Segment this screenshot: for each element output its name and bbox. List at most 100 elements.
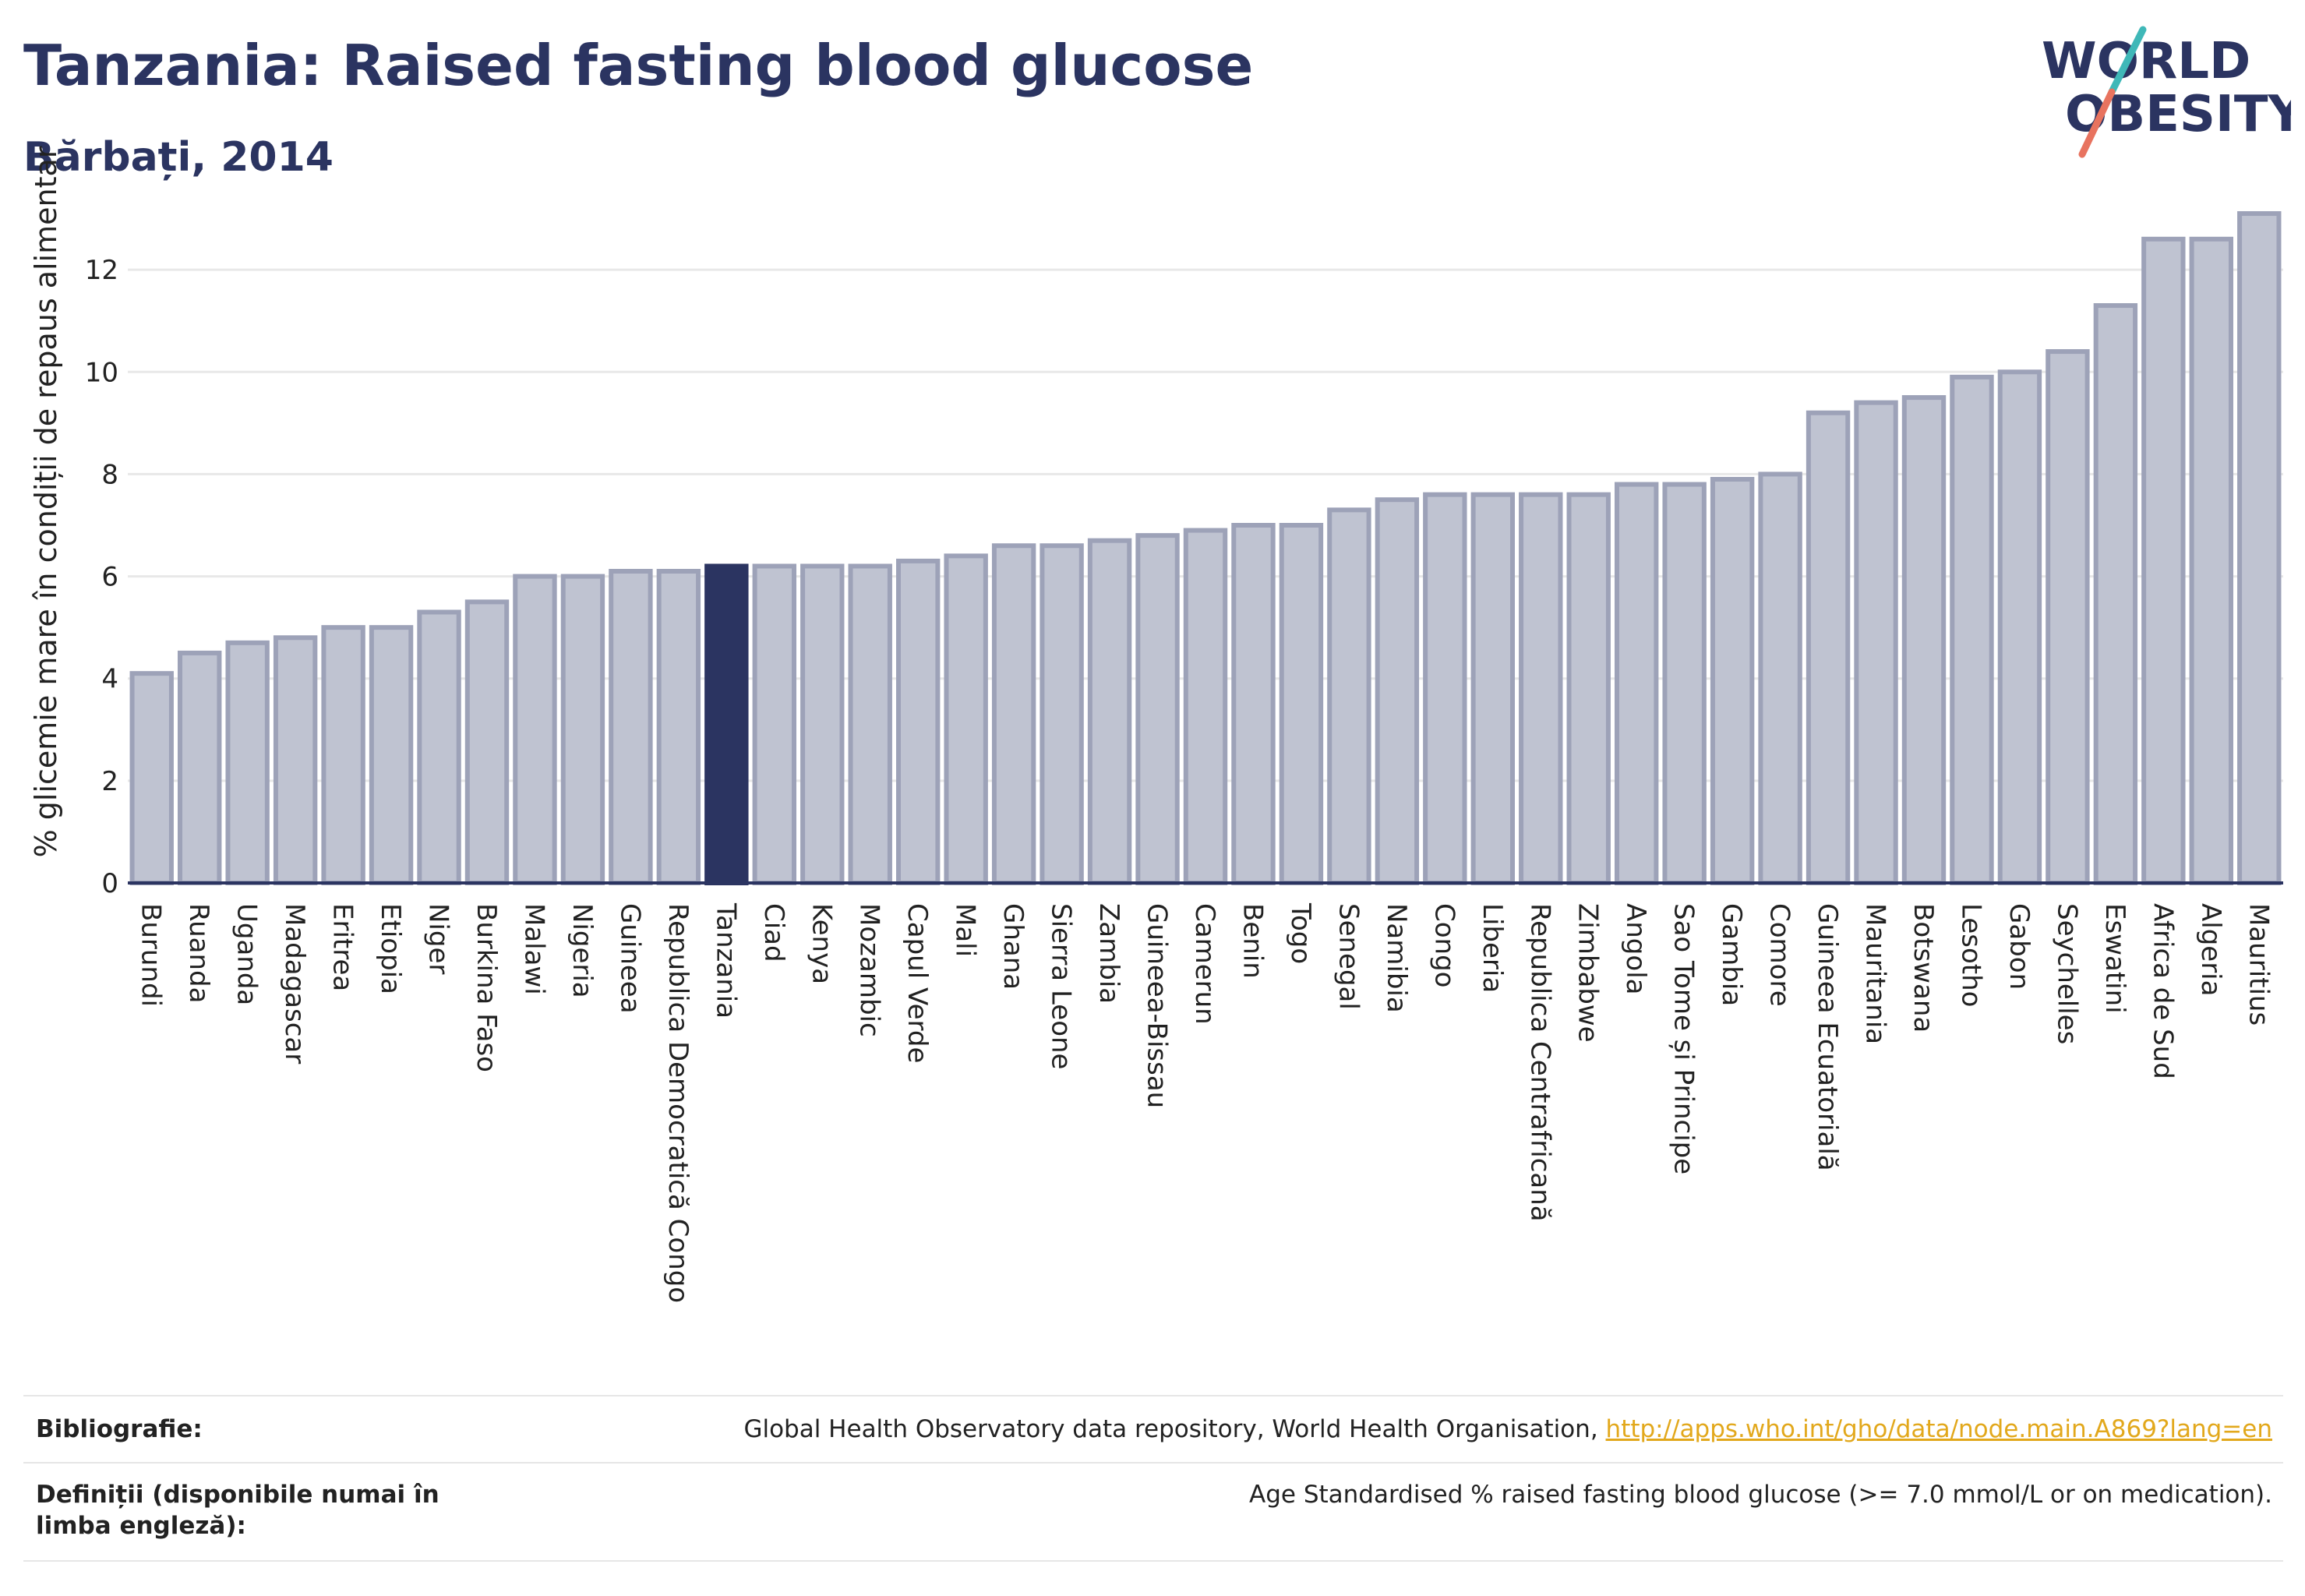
x-tick-label: Congo bbox=[1428, 903, 1460, 987]
y-tick-label: 0 bbox=[101, 868, 118, 899]
bar-guineea[interactable] bbox=[609, 569, 653, 885]
bar-mali[interactable] bbox=[944, 553, 988, 885]
bar-kenya[interactable] bbox=[800, 563, 845, 885]
bar-capul-verde[interactable] bbox=[895, 558, 941, 886]
x-tick-label: Guineea Ecuatorială bbox=[1812, 903, 1843, 1171]
y-tick-label: 8 bbox=[101, 459, 118, 490]
bar-liberia[interactable] bbox=[1470, 492, 1516, 886]
bar-madagascar[interactable] bbox=[273, 635, 318, 885]
x-tick-label: Madagascar bbox=[279, 903, 310, 1064]
y-tick-label: 2 bbox=[101, 766, 118, 797]
x-tick-label: Etiopia bbox=[375, 903, 406, 994]
bar-comore[interactable] bbox=[1758, 471, 1802, 885]
x-tick-label: Malawi bbox=[518, 903, 549, 995]
x-tick-label: Algeria bbox=[2195, 903, 2226, 996]
x-tick-label: Lesotho bbox=[1955, 903, 1986, 1007]
bar-botswana[interactable] bbox=[1901, 395, 1947, 886]
bar-republica-centrafrican-[interactable] bbox=[1519, 492, 1563, 886]
bar-ciad[interactable] bbox=[752, 563, 797, 885]
bar-gabon[interactable] bbox=[1997, 369, 2042, 885]
x-tick-label: Liberia bbox=[1477, 903, 1508, 993]
bar-burkina-faso[interactable] bbox=[464, 599, 510, 885]
y-tick-label: 6 bbox=[101, 562, 118, 593]
bar-togo[interactable] bbox=[1279, 523, 1324, 885]
x-tick-label: Sao Tome și Principe bbox=[1668, 903, 1700, 1174]
page-title: Tanzania: Raised fasting blood glucose bbox=[23, 33, 1254, 98]
bar-tanzania[interactable] bbox=[704, 563, 749, 885]
x-tick-label: Guineea-Bissau bbox=[1142, 903, 1173, 1108]
bar-zimbabwe[interactable] bbox=[1566, 492, 1611, 886]
bar-benin[interactable] bbox=[1231, 523, 1276, 885]
x-tick-label: Mali bbox=[950, 903, 981, 957]
y-axis-label: % glicemie mare în condiții de repaus al… bbox=[29, 146, 63, 857]
x-tick-label: Gabon bbox=[2003, 903, 2035, 990]
bar-etiopia[interactable] bbox=[369, 625, 414, 886]
bar-mozambic[interactable] bbox=[848, 563, 892, 885]
bar-africa-de-sud[interactable] bbox=[2141, 236, 2186, 885]
x-tick-label: Niger bbox=[423, 903, 454, 974]
bibliography-link[interactable]: http://apps.who.int/gho/data/node.main.A… bbox=[1605, 1415, 2272, 1443]
bar-republica-democratic-congo[interactable] bbox=[656, 569, 701, 885]
bibliography-label: Bibliografie: bbox=[36, 1415, 203, 1443]
x-tick-label: Nigeria bbox=[567, 903, 598, 998]
bar-eritrea[interactable] bbox=[321, 625, 365, 886]
bar-eswatini[interactable] bbox=[2093, 303, 2138, 885]
y-tick-label: 10 bbox=[85, 357, 118, 388]
x-tick-label: Ruanda bbox=[183, 903, 214, 1003]
bar-nigeria[interactable] bbox=[560, 574, 605, 885]
bar-congo[interactable] bbox=[1423, 492, 1467, 886]
y-axis-ticks: 0 2 4 6 8 10 12 bbox=[85, 255, 118, 899]
bar-camerun[interactable] bbox=[1183, 528, 1228, 885]
x-tick-label: Angola bbox=[1620, 903, 1651, 994]
bar-namibia[interactable] bbox=[1375, 497, 1420, 885]
x-tick-label: Republica Democratică Congo bbox=[662, 903, 694, 1303]
bar-zambia[interactable] bbox=[1087, 538, 1132, 886]
bar-niger[interactable] bbox=[417, 609, 461, 885]
x-tick-label: Zambia bbox=[1093, 903, 1124, 1004]
bar-algeria[interactable] bbox=[2189, 236, 2234, 885]
bar-mauritius[interactable] bbox=[2237, 211, 2282, 885]
x-tick-label: Benin bbox=[1237, 903, 1268, 979]
x-tick-label: Zimbabwe bbox=[1573, 903, 1604, 1043]
x-axis-ticks: Burundi Ruanda Uganda Madagascar Eritrea Etio… bbox=[136, 902, 2275, 1303]
bar-gambia[interactable] bbox=[1710, 476, 1755, 885]
world-obesity-logo: WORLD OBESITY bbox=[2042, 26, 2291, 158]
x-tick-label: Uganda bbox=[231, 903, 263, 1005]
bar-sao-tome-i-principe[interactable] bbox=[1662, 482, 1707, 885]
bar-senegal[interactable] bbox=[1327, 507, 1371, 885]
definitions-row: Definiții (disponibile numai în limba en… bbox=[23, 1462, 2283, 1562]
x-tick-label: Burundi bbox=[136, 903, 167, 1007]
x-tick-label: Comore bbox=[1764, 903, 1795, 1007]
x-tick-label: Tanzania bbox=[710, 902, 741, 1019]
x-tick-label: Eritrea bbox=[327, 903, 358, 991]
x-tick-label: Guineea bbox=[614, 903, 645, 1014]
footer-table: Bibliografie: Global Health Observatory … bbox=[23, 1395, 2283, 1562]
bar-angola[interactable] bbox=[1614, 482, 1659, 885]
definitions-label: Definiții (disponibile numai în limba en… bbox=[36, 1481, 439, 1540]
bar-uganda[interactable] bbox=[225, 640, 270, 885]
bar-guineea-bissau[interactable] bbox=[1135, 533, 1180, 885]
bar-lesotho[interactable] bbox=[1950, 374, 1994, 886]
bar-mauritania[interactable] bbox=[1854, 400, 1898, 885]
x-tick-label: Sierra Leone bbox=[1046, 903, 1077, 1069]
x-tick-label: Ciad bbox=[758, 903, 789, 962]
bars bbox=[129, 211, 2282, 886]
bar-sierra-leone[interactable] bbox=[1040, 543, 1084, 885]
x-tick-label: Gambia bbox=[1716, 903, 1747, 1006]
bar-seychelles[interactable] bbox=[2046, 349, 2090, 885]
bar-malawi[interactable] bbox=[513, 574, 557, 885]
bar-ghana[interactable] bbox=[991, 543, 1036, 885]
x-tick-label: Togo bbox=[1285, 902, 1316, 964]
x-tick-label: Camerun bbox=[1189, 903, 1220, 1025]
bar-guineea-ecuatorial-[interactable] bbox=[1806, 410, 1851, 885]
x-tick-label: Kenya bbox=[806, 903, 837, 984]
x-tick-label: Ghana bbox=[997, 903, 1029, 990]
bar-burundi[interactable] bbox=[129, 671, 174, 886]
x-tick-label: Namibia bbox=[1381, 903, 1412, 1013]
bar-ruanda[interactable] bbox=[177, 650, 222, 886]
x-tick-label: Africa de Sud bbox=[2147, 903, 2178, 1079]
svg-text:WORLD: WORLD bbox=[2042, 33, 2250, 90]
x-tick-label: Mauritius bbox=[2243, 903, 2274, 1026]
x-tick-label: Senegal bbox=[1333, 903, 1364, 1010]
x-tick-label: Republica Centrafricană bbox=[1524, 903, 1555, 1222]
